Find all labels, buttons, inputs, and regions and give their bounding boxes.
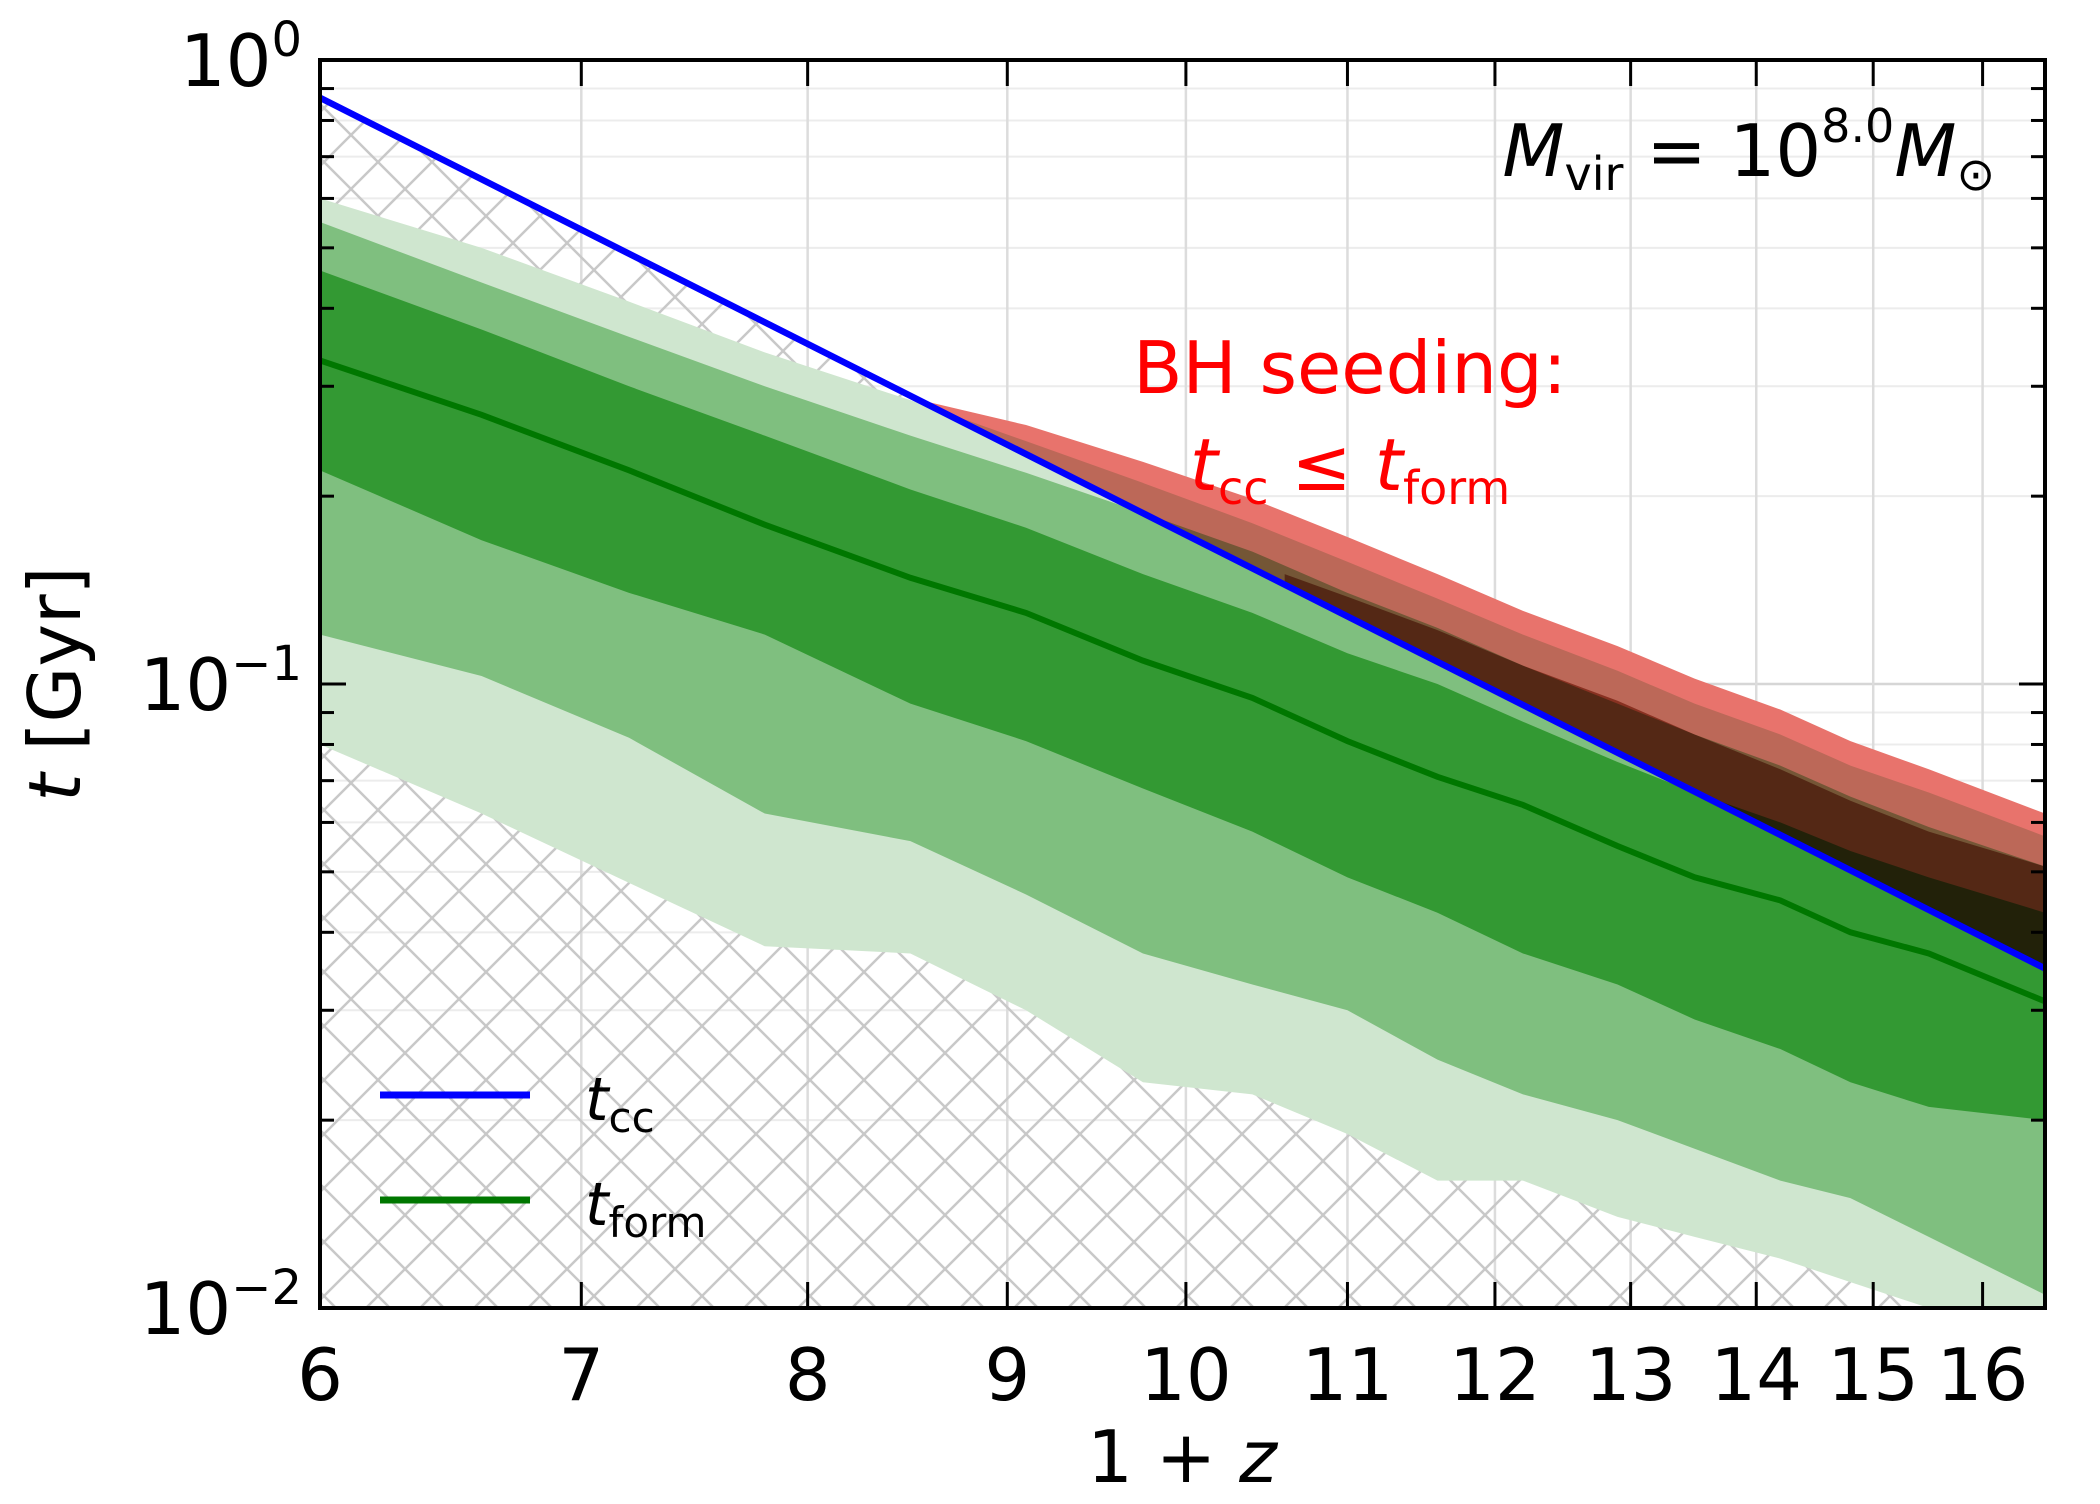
data-layer: [320, 94, 2045, 1308]
series-t-form-line: [320, 357, 2045, 1005]
x-tick-label: 15: [1827, 1333, 1919, 1417]
series-t-cc-line: [320, 94, 2045, 972]
y-tick-label: 10−2: [140, 1260, 302, 1351]
mass-annotation: Mvir = 108.0M⊙: [1502, 99, 1995, 201]
x-tick-label: 10: [1140, 1333, 1232, 1417]
y-tick-label: 100: [180, 12, 302, 103]
x-axis-label: 1 + z: [1087, 1415, 1279, 1499]
x-tick-label: 12: [1449, 1333, 1541, 1417]
y-axis-label: t [Gyr]: [13, 566, 97, 801]
x-tick-label: 8: [785, 1333, 831, 1417]
x-tick-label: 7: [558, 1333, 604, 1417]
band-inner: [320, 270, 2045, 1121]
x-tick-label: 16: [1937, 1333, 2029, 1417]
seeding-annotation-condition: tcc ≤ tform: [1190, 423, 1510, 515]
ticks: 6 7 8 9 10 11 12 13 14 15 16 10−2 10−1 100: [140, 12, 2045, 1417]
legend-label-tform: tform: [585, 1170, 706, 1247]
x-tick-label: 9: [984, 1333, 1030, 1417]
x-tick-label: 11: [1302, 1333, 1394, 1417]
x-tick-label: 14: [1710, 1333, 1802, 1417]
seeding-annotation-title: BH seeding:: [1133, 326, 1567, 410]
legend-label-tcc: tcc: [585, 1065, 655, 1142]
y-tick-label: 10−1: [140, 636, 302, 727]
x-tick-label: 13: [1585, 1333, 1677, 1417]
x-tick-label: 6: [297, 1333, 343, 1417]
legend: tcc tform: [380, 1065, 706, 1247]
